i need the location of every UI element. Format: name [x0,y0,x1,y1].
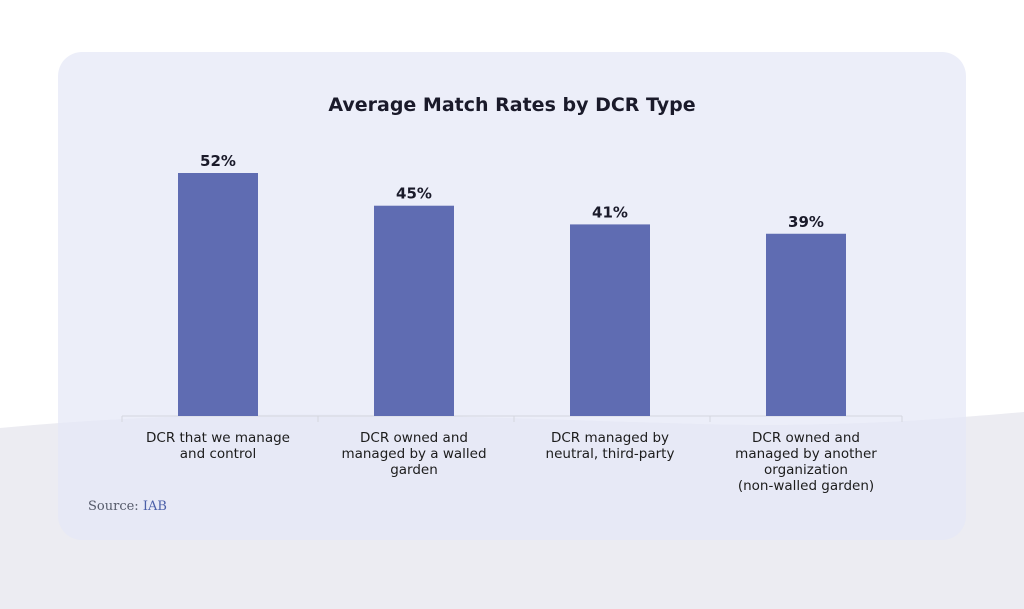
bar-value-label: 52% [200,152,236,170]
source-note: Source: IAB [88,499,167,514]
bar [374,205,454,416]
x-tick-label: DCR owned and managed by another organizat… [716,430,896,494]
x-tick-label-line: managed by a walled [341,446,487,462]
x-tick-label-line: (non-walled garden) [737,478,875,494]
bar-value-label: 45% [396,185,432,203]
bar-value-label: 39% [788,213,824,231]
bar [766,233,846,416]
x-tick-label-line: garden [390,462,438,478]
source-prefix: Source: [88,499,139,514]
x-tick-label-line: and control [179,446,257,462]
bar-value-label: 41% [592,203,628,221]
bar [178,173,258,416]
x-tick-label: DCR that we manage and control [128,430,308,462]
x-tick-label: DCR managed by neutral, third-party [520,430,700,462]
x-tick-label-line: neutral, third-party [545,446,675,462]
x-tick-label-line: DCR owned and [752,430,860,446]
x-tick-label-line: DCR that we manage [146,430,290,446]
x-tick-label-line: managed by another [735,446,877,462]
x-tick-label-line: DCR managed by [550,430,670,446]
bar [570,224,650,416]
chart-title: Average Match Rates by DCR Type [328,94,696,116]
x-tick-label: DCR owned and managed by a walled garden [324,430,504,478]
x-tick-label-line: DCR owned and [360,430,468,446]
x-tick-label-line: organization [764,462,848,478]
source-name[interactable]: IAB [142,499,167,514]
